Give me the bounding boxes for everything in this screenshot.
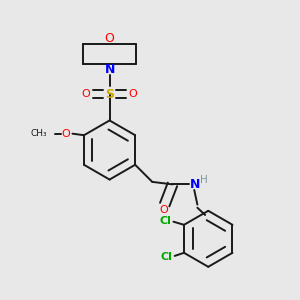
- Text: O: O: [82, 89, 91, 99]
- Text: O: O: [128, 89, 137, 99]
- Text: Cl: Cl: [159, 216, 171, 226]
- Text: S: S: [105, 88, 114, 100]
- Text: N: N: [104, 63, 115, 76]
- Text: N: N: [190, 178, 200, 191]
- Text: O: O: [105, 32, 115, 45]
- Text: O: O: [61, 129, 70, 139]
- Text: O: O: [159, 205, 168, 215]
- Text: CH₃: CH₃: [31, 129, 48, 138]
- Text: H: H: [200, 175, 208, 185]
- Text: Cl: Cl: [161, 253, 173, 262]
